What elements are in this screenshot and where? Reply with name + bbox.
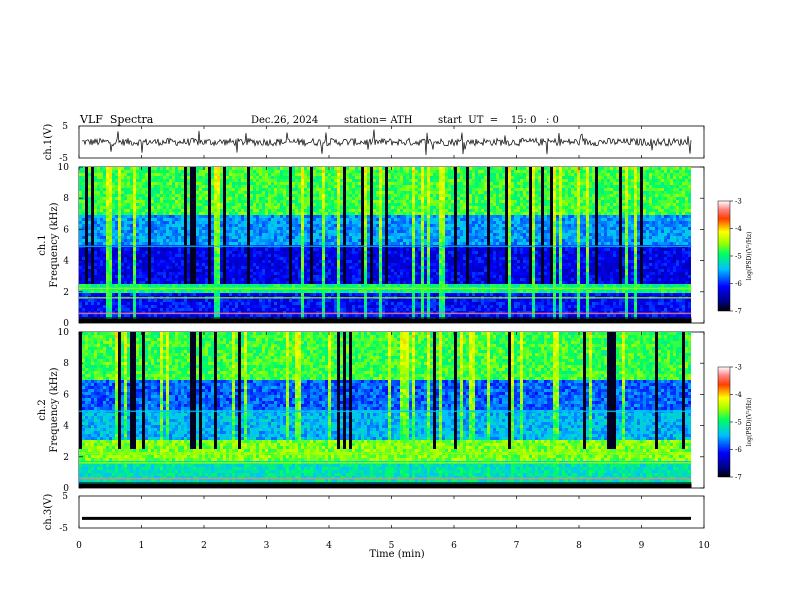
panel1-ytick-5: 10: [58, 163, 70, 173]
x-tick-label-8: 8: [576, 541, 582, 551]
panel1-ytick-1: 2: [63, 288, 69, 298]
ch1-channel-label: ch.1: [37, 234, 48, 256]
ch2-freq-ylabel: Frequency (kHz): [49, 367, 60, 452]
ch1-ytick-top: 5: [62, 122, 68, 132]
panel2-colorbar-tick-3: -6: [735, 446, 742, 454]
panel1-colorbar-tick-3: -6: [735, 280, 742, 288]
ch3-waveform-panel: 5 -5 ch.3(V): [43, 492, 705, 534]
x-tick-label-0: 0: [76, 541, 82, 551]
panel1-colorbar-tick-1: -4: [735, 225, 742, 233]
panel1-colorbar-tick-4: -7: [735, 308, 742, 316]
panel1-ytick-0: 0: [63, 319, 69, 329]
x-tick-label-2: 2: [201, 541, 207, 551]
x-tick-label-9: 9: [639, 541, 645, 551]
ch2-spectrogram-heatmap: [79, 332, 692, 488]
start-time-label: start UT = 15: 0 : 0: [438, 115, 559, 126]
panel2-colorbar-tick-4: -7: [735, 474, 742, 482]
panel1-colorbar-tick-0: -3: [735, 198, 742, 206]
panel2-colorbar-tick-1: -4: [735, 391, 742, 399]
x-axis-label: Time (min): [369, 549, 424, 560]
ch1-waveform-panel: 5 -5 ch.1(V): [43, 122, 705, 164]
x-tick-label-7: 7: [514, 541, 520, 551]
ch3-ylabel: ch.3(V): [43, 494, 54, 531]
panel1-ytick-3: 6: [63, 225, 69, 235]
x-tick-label-5: 5: [389, 541, 395, 551]
panel2-ytick-3: 6: [63, 390, 69, 400]
panel2-ytick-5: 10: [58, 328, 70, 338]
chart-title: VLF Spectra: [80, 113, 153, 126]
ch1-colorbar: [717, 200, 731, 312]
ch2-channel-label: ch.2: [37, 399, 48, 421]
ch1-spectrogram-heatmap: [79, 167, 692, 323]
x-tick-label-3: 3: [264, 541, 270, 551]
ch2-colorbar-label: log(PSD)(V²/Hz): [746, 398, 753, 447]
panel2-ytick-0: 0: [63, 484, 69, 494]
ch3-ytick-top: 5: [62, 492, 68, 502]
panel2-ytick-4: 8: [63, 359, 69, 369]
ch2-colorbar: [717, 366, 731, 478]
date-label: Dec.26, 2024: [251, 115, 318, 126]
ch1-waveform-line: [81, 129, 692, 156]
station-label: station= ATH: [344, 115, 412, 126]
panel2-ytick-2: 4: [63, 422, 69, 432]
ch3-ytick-bottom: -5: [59, 524, 68, 534]
ch1-colorbar-label: log(PSD)(V²/Hz): [746, 232, 753, 281]
ch1-ylabel: ch.1(V): [43, 124, 54, 161]
panel2-colorbar-tick-2: -5: [735, 419, 742, 427]
panel2-ytick-1: 2: [63, 453, 69, 463]
x-axis: 0 1 2 3 4 5 6 7 8 9 10: [76, 126, 710, 551]
x-tick-label-6: 6: [451, 541, 457, 551]
ch1-ytick-bottom: -5: [59, 154, 68, 164]
panel1-ytick-4: 8: [63, 194, 69, 204]
ch1-freq-ylabel: Frequency (kHz): [49, 202, 60, 287]
panel2-colorbar-tick-0: -3: [735, 364, 742, 372]
panel1-colorbar-tick-2: -5: [735, 253, 742, 261]
x-tick-label-10: 10: [698, 541, 710, 551]
x-tick-label-1: 1: [139, 541, 145, 551]
x-tick-label-4: 4: [326, 541, 332, 551]
panel1-ytick-2: 4: [63, 257, 69, 267]
